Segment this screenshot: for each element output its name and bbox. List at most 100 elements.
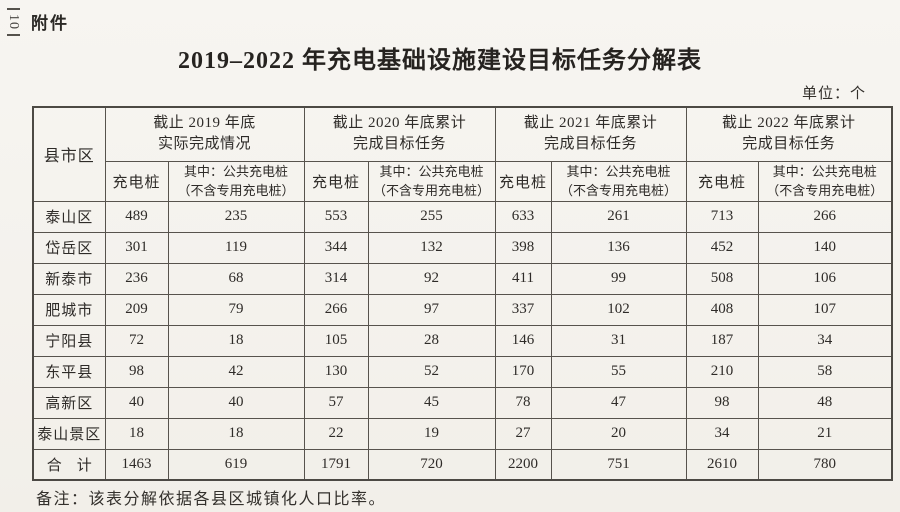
cell-value: 27 xyxy=(494,417,552,450)
cell-value: 235 xyxy=(167,200,305,233)
cell-value: 107 xyxy=(757,293,893,326)
cell-value: 713 xyxy=(685,200,759,233)
cell-value: 136 xyxy=(550,231,687,264)
cell-value: 337 xyxy=(494,293,552,326)
target-task-table: 县市区 截止 2019 年底 实际完成情况 截止 2020 年底累计 完成目标任… xyxy=(32,106,894,481)
group-header-line2: 完成目标任务 xyxy=(742,136,836,153)
cell-value: 140 xyxy=(757,231,893,264)
cell-value: 780 xyxy=(757,448,893,481)
subheader-public-line1: 其中：公共充电桩 xyxy=(566,163,671,179)
subheader-pile-2021: 充电桩 xyxy=(494,160,552,202)
cell-value: 398 xyxy=(494,231,552,264)
cell-value: 28 xyxy=(367,324,496,357)
group-header-2020: 截止 2020 年底累计 完成目标任务 xyxy=(303,106,496,162)
document-title: 2019–2022 年充电基础设施建设目标任务分解表 xyxy=(178,48,702,74)
row-label: 泰山区 xyxy=(32,200,106,233)
cell-value: 619 xyxy=(167,448,305,481)
table-row-xintaishi: 新泰市 236 68 314 92 411 99 508 106 xyxy=(32,262,893,295)
group-header-line2: 完成目标任务 xyxy=(353,136,447,153)
page-margin-dash xyxy=(6,8,20,10)
table-row-taishanqu: 泰山区 489 235 553 255 633 261 713 266 xyxy=(32,200,893,233)
table-row-daiyuequ: 岱岳区 301 119 344 132 398 136 452 140 xyxy=(32,231,893,264)
cell-value: 99 xyxy=(550,262,687,295)
cell-value: 105 xyxy=(303,324,369,357)
group-header-line1: 截止 2020 年底累计 xyxy=(332,114,467,131)
page-margin-dash xyxy=(6,34,20,36)
cell-value: 34 xyxy=(685,417,759,450)
subheader-pile-2020: 充电桩 xyxy=(303,160,369,202)
cell-value: 98 xyxy=(685,386,759,419)
corner-header: 县市区 xyxy=(32,106,106,202)
subheader-public-2021: 其中：公共充电桩 （不含专用充电桩） xyxy=(550,160,687,202)
cell-value: 411 xyxy=(494,262,552,295)
subheader-public-2022: 其中：公共充电桩 （不含专用充电桩） xyxy=(757,160,893,202)
row-label: 岱岳区 xyxy=(32,231,106,264)
cell-value: 236 xyxy=(104,262,169,295)
header-group-row: 县市区 截止 2019 年底 实际完成情况 截止 2020 年底累计 完成目标任… xyxy=(32,106,893,202)
table-row-dongpingxian: 东平县 98 42 130 52 170 55 210 58 xyxy=(32,355,893,388)
cell-value: 266 xyxy=(303,293,369,326)
cell-value: 170 xyxy=(494,355,552,388)
row-label: 高新区 xyxy=(32,386,106,419)
cell-value: 209 xyxy=(104,293,169,326)
page-margin-number: 10 xyxy=(3,8,23,36)
table-row-total: 合 计 1463 619 1791 720 2200 751 2610 780 xyxy=(32,448,893,481)
cell-value: 48 xyxy=(757,386,893,419)
cell-value: 751 xyxy=(550,448,687,481)
cell-value: 45 xyxy=(367,386,496,419)
cell-value: 98 xyxy=(104,355,169,388)
cell-value: 255 xyxy=(367,200,496,233)
cell-value: 130 xyxy=(303,355,369,388)
cell-value: 720 xyxy=(367,448,496,481)
subheader-public-line2: （不含专用充电桩） xyxy=(177,183,295,198)
cell-value: 18 xyxy=(167,324,305,357)
cell-value: 633 xyxy=(494,200,552,233)
cell-value: 92 xyxy=(367,262,496,295)
group-header-line2: 实际完成情况 xyxy=(158,136,252,153)
group-header-line2: 完成目标任务 xyxy=(544,136,638,153)
cell-value: 1791 xyxy=(303,448,369,481)
subheader-pile-2019: 充电桩 xyxy=(104,160,169,202)
cell-value: 210 xyxy=(685,355,759,388)
cell-value: 2200 xyxy=(494,448,552,481)
cell-value: 58 xyxy=(757,355,893,388)
cell-value: 2610 xyxy=(685,448,759,481)
cell-value: 78 xyxy=(494,386,552,419)
cell-value: 1463 xyxy=(104,448,169,481)
cell-value: 146 xyxy=(494,324,552,357)
cell-value: 22 xyxy=(303,417,369,450)
cell-value: 40 xyxy=(104,386,169,419)
cell-value: 47 xyxy=(550,386,687,419)
cell-value: 489 xyxy=(104,200,169,233)
footnote: 备注：该表分解依据各县区城镇化人口比率。 xyxy=(36,491,387,508)
unit-label: 单位：个 xyxy=(801,86,866,102)
cell-value: 508 xyxy=(685,262,759,295)
cell-value: 57 xyxy=(303,386,369,419)
cell-value: 261 xyxy=(550,200,687,233)
subheader-public-line2: （不含专用充电桩） xyxy=(560,183,678,198)
group-header-2022: 截止 2022 年底累计 完成目标任务 xyxy=(685,106,893,162)
group-header-line1: 截止 2021 年底累计 xyxy=(523,114,658,131)
cell-value: 18 xyxy=(167,417,305,450)
row-label: 新泰市 xyxy=(32,262,106,295)
cell-value: 42 xyxy=(167,355,305,388)
cell-value: 119 xyxy=(167,231,305,264)
subheader-public-2020: 其中：公共充电桩 （不含专用充电桩） xyxy=(367,160,496,202)
cell-value: 34 xyxy=(757,324,893,357)
subheader-public-2019: 其中：公共充电桩 （不含专用充电桩） xyxy=(167,160,305,202)
subheader-public-line1: 其中：公共充电桩 xyxy=(379,163,484,179)
cell-value: 266 xyxy=(757,200,893,233)
table-row-taishanjingqu: 泰山景区 18 18 22 19 27 20 34 21 xyxy=(32,417,893,450)
cell-value: 408 xyxy=(685,293,759,326)
cell-value: 52 xyxy=(367,355,496,388)
cell-value: 106 xyxy=(757,262,893,295)
group-header-2019: 截止 2019 年底 实际完成情况 xyxy=(104,106,305,162)
table-row-ningyangxian: 宁阳县 72 18 105 28 146 31 187 34 xyxy=(32,324,893,357)
cell-value: 55 xyxy=(550,355,687,388)
cell-value: 21 xyxy=(757,417,893,450)
subheader-public-line1: 其中：公共充电桩 xyxy=(184,163,289,179)
cell-value: 314 xyxy=(303,262,369,295)
table-row-feichengshi: 肥城市 209 79 266 97 337 102 408 107 xyxy=(32,293,893,326)
cell-value: 132 xyxy=(367,231,496,264)
cell-value: 18 xyxy=(104,417,169,450)
